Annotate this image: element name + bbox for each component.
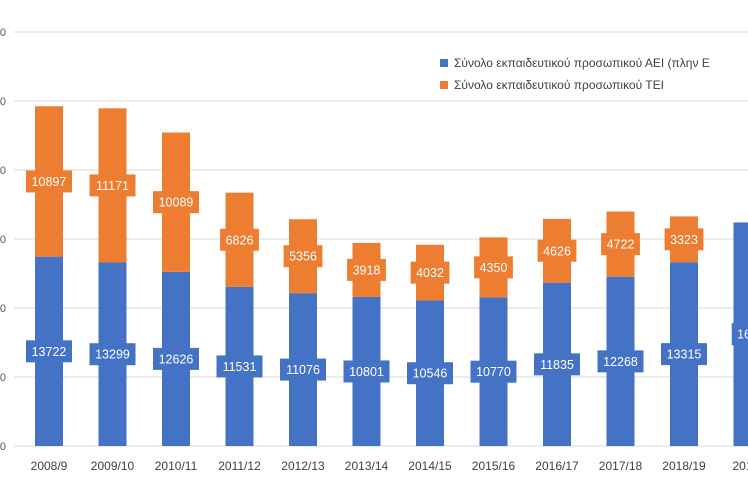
data-label: 4350 bbox=[480, 261, 508, 275]
legend: Σύνολο εκπαιδευτικού προσωπικού ΑΕΙ (πλη… bbox=[440, 52, 748, 96]
data-label: 4032 bbox=[416, 266, 444, 280]
data-label: 10546 bbox=[413, 367, 448, 381]
gridlines bbox=[14, 31, 748, 447]
legend-swatch-tei bbox=[440, 81, 448, 89]
bars bbox=[35, 106, 748, 446]
data-label: 11171 bbox=[96, 179, 129, 193]
y-tick-label: 0 bbox=[0, 234, 6, 246]
data-label: 13315 bbox=[667, 348, 702, 362]
data-label-box bbox=[537, 239, 577, 262]
y-tick-label: 0 bbox=[0, 27, 6, 39]
data-label-box bbox=[216, 355, 263, 378]
data-label-box bbox=[153, 347, 199, 370]
data-label-box bbox=[347, 258, 386, 281]
data-label-box bbox=[26, 170, 72, 193]
data-label-box bbox=[731, 323, 748, 346]
x-tick-label: 2012/13 bbox=[281, 459, 325, 473]
x-tick-label: 2018/19 bbox=[662, 459, 706, 473]
y-tick-label: 0 bbox=[0, 372, 6, 384]
x-tick-label: 2013/14 bbox=[345, 459, 389, 473]
legend-item-tei: Σύνολο εκπαιδευτικού προσωπικού ΤΕΙ bbox=[440, 74, 748, 96]
data-labels: 13722 10897 13299 11171 12626 10089 11531 6826 1… bbox=[26, 170, 748, 385]
data-label: 4722 bbox=[607, 238, 635, 252]
data-label-box bbox=[89, 174, 136, 197]
y-axis-tick-labels: 0 0 0 0 0 0 0 bbox=[0, 27, 6, 453]
x-tick-label: 2017/18 bbox=[599, 459, 643, 473]
data-label: 10770 bbox=[476, 365, 511, 379]
data-label-box bbox=[664, 228, 704, 251]
data-label-box bbox=[89, 343, 136, 366]
data-label: 11835 bbox=[540, 358, 574, 372]
y-tick-label: 0 bbox=[0, 165, 6, 177]
data-label: 3323 bbox=[670, 233, 698, 247]
x-tick-label: 2016/17 bbox=[535, 459, 579, 473]
x-tick-label: 2019/ bbox=[732, 459, 748, 473]
data-label: 6826 bbox=[226, 233, 254, 247]
legend-item-aei: Σύνολο εκπαιδευτικού προσωπικού ΑΕΙ (πλη… bbox=[440, 52, 748, 74]
x-tick-label: 2009/10 bbox=[91, 459, 135, 473]
x-tick-label: 2011/12 bbox=[218, 459, 261, 473]
legend-label-tei: Σύνολο εκπαιδευτικού προσωπικού ΤΕΙ bbox=[454, 78, 664, 92]
data-label-box bbox=[283, 245, 323, 268]
x-tick-label: 2010/11 bbox=[155, 459, 198, 473]
data-label: 12626 bbox=[159, 352, 194, 366]
data-label: 11531 bbox=[223, 360, 257, 374]
data-label-box bbox=[26, 340, 72, 363]
data-label: 10801 bbox=[349, 365, 384, 379]
data-label: 13299 bbox=[95, 348, 130, 362]
data-label-box bbox=[601, 233, 640, 256]
data-label: 13722 bbox=[32, 345, 67, 359]
data-label-box bbox=[597, 350, 644, 373]
data-label-box bbox=[470, 360, 517, 383]
data-label-box bbox=[280, 358, 326, 381]
data-label: 11076 bbox=[286, 363, 320, 377]
data-label-box bbox=[407, 362, 453, 385]
data-label: 10089 bbox=[159, 196, 194, 210]
y-tick-label: 0 bbox=[0, 441, 6, 453]
data-label: 5356 bbox=[289, 250, 317, 264]
legend-swatch-aei bbox=[440, 59, 448, 67]
data-label: 162 bbox=[737, 328, 748, 342]
data-label-box bbox=[410, 261, 450, 284]
x-tick-label: 2015/16 bbox=[472, 459, 516, 473]
x-tick-label: 2014/15 bbox=[408, 459, 452, 473]
legend-label-aei: Σύνολο εκπαιδευτικού προσωπικού ΑΕΙ (πλη… bbox=[454, 56, 710, 70]
data-label-box bbox=[153, 191, 199, 214]
data-label: 12268 bbox=[603, 355, 638, 369]
data-label-box bbox=[534, 353, 580, 376]
data-label-box bbox=[474, 256, 513, 279]
data-label: 3918 bbox=[353, 263, 381, 277]
data-label-box bbox=[661, 343, 707, 366]
x-axis-tick-labels: 2008/9 2009/10 2010/11 2011/12 2012/13 2013/1… bbox=[31, 459, 748, 473]
y-tick-label: 0 bbox=[0, 96, 6, 108]
y-tick-label: 0 bbox=[0, 303, 6, 315]
x-tick-label: 2008/9 bbox=[31, 459, 68, 473]
data-label: 10897 bbox=[32, 175, 67, 189]
data-label-box bbox=[220, 228, 259, 251]
data-label: 4626 bbox=[543, 244, 571, 258]
data-label-box bbox=[343, 360, 390, 383]
